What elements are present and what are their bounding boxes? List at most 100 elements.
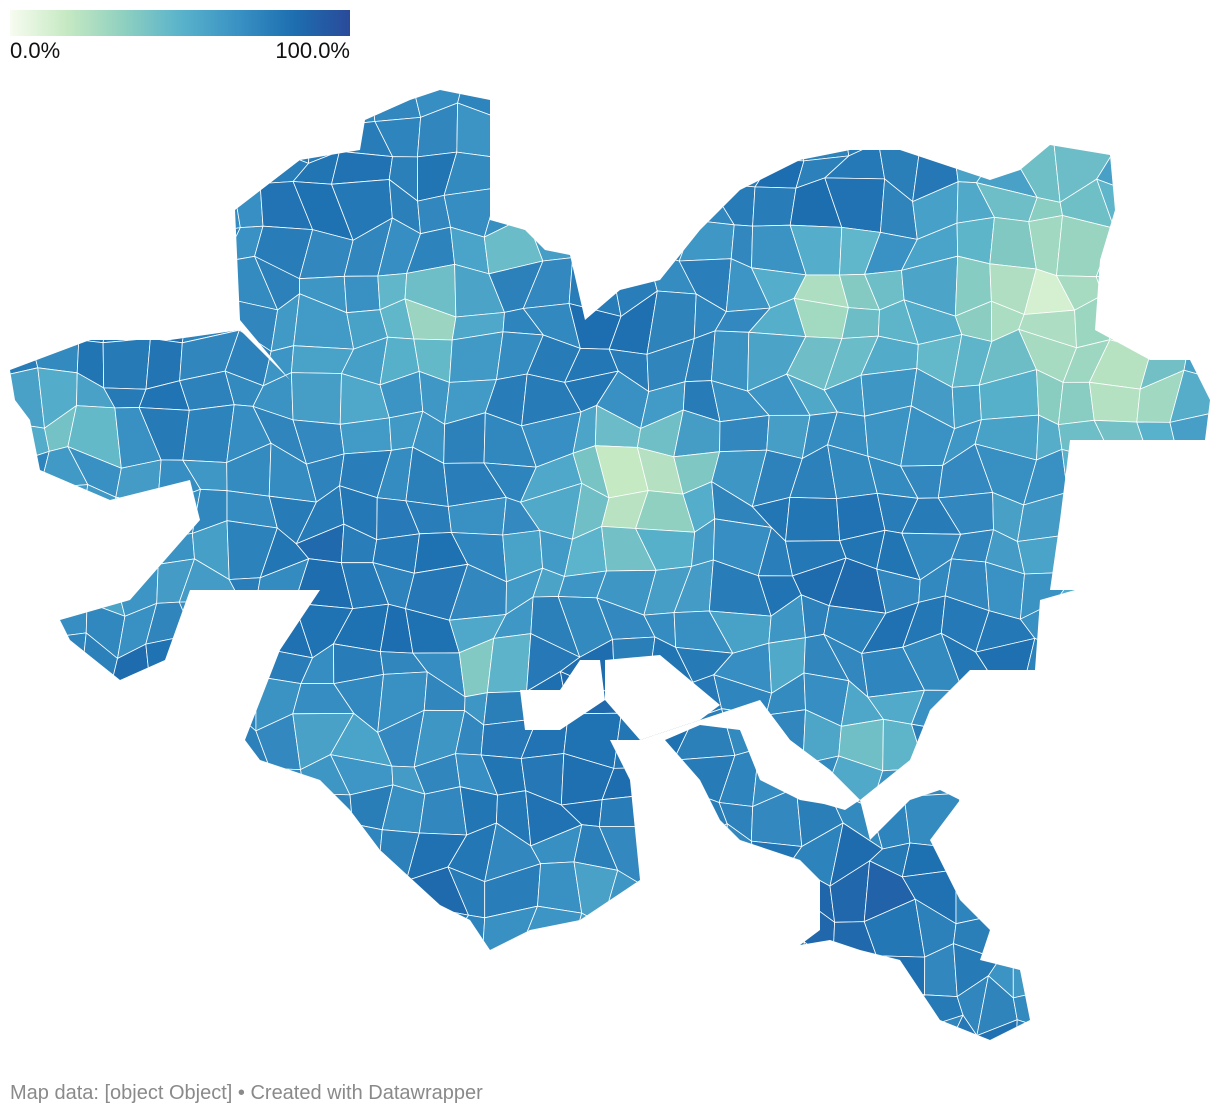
map-region bbox=[222, 90, 273, 128]
footer-credit: Map data: [object Object] • Created with… bbox=[10, 1082, 483, 1104]
map-region bbox=[1168, 100, 1210, 166]
map-region bbox=[1182, 0, 1218, 30]
map-region bbox=[714, 90, 769, 126]
map-region bbox=[1098, 564, 1146, 608]
map-region bbox=[9, 1054, 38, 1070]
map-region bbox=[1202, 443, 1210, 498]
map-region bbox=[792, 118, 850, 162]
map-region bbox=[523, 976, 573, 1039]
map-region bbox=[793, 33, 831, 84]
map-region bbox=[1091, 677, 1148, 728]
map-region bbox=[1137, 101, 1190, 151]
map-region bbox=[597, 31, 642, 89]
map-region bbox=[641, 863, 693, 921]
map-region bbox=[983, 0, 1023, 39]
map-region bbox=[792, 90, 844, 124]
map-region bbox=[107, 252, 162, 308]
map-region bbox=[189, 953, 230, 991]
map-region bbox=[188, 746, 236, 810]
map-region bbox=[754, 159, 805, 189]
map-region bbox=[370, 0, 425, 46]
map-region bbox=[498, 117, 527, 159]
map-region bbox=[220, 953, 261, 991]
map-region bbox=[1167, 567, 1210, 613]
map-region bbox=[226, 638, 273, 681]
map-region bbox=[258, 112, 312, 164]
map-region bbox=[1062, 0, 1107, 43]
map-region bbox=[1061, 448, 1116, 493]
map-region bbox=[256, 831, 318, 886]
map-region bbox=[709, 1024, 770, 1040]
map-region bbox=[938, 1014, 998, 1040]
map-region bbox=[310, 1057, 350, 1071]
map-region bbox=[29, 885, 83, 917]
map-region bbox=[1202, 495, 1210, 544]
map-region bbox=[640, 1053, 679, 1070]
color-legend: 0.0% 100.0% bbox=[10, 10, 350, 64]
map-region bbox=[557, 122, 618, 153]
map-region bbox=[919, 106, 958, 153]
map-region bbox=[594, 1028, 658, 1040]
map-region bbox=[10, 754, 47, 793]
map-region bbox=[521, 1023, 573, 1040]
map-region bbox=[406, 945, 456, 991]
map-region bbox=[787, 995, 833, 1034]
map-region bbox=[346, 0, 388, 43]
map-region bbox=[1053, 682, 1094, 729]
map-region bbox=[1138, 673, 1184, 727]
map-region bbox=[1171, 769, 1210, 806]
map-region bbox=[106, 712, 164, 754]
map-region bbox=[671, 1017, 724, 1040]
legend-labels: 0.0% 100.0% bbox=[10, 38, 350, 64]
map-region bbox=[70, 100, 128, 154]
map-region bbox=[114, 905, 165, 947]
map-region bbox=[719, 1056, 761, 1071]
map-region bbox=[518, 142, 563, 196]
map-region bbox=[10, 90, 32, 112]
map-region bbox=[149, 90, 199, 126]
map-region bbox=[25, 1054, 82, 1070]
map-region bbox=[749, 863, 805, 908]
map-region bbox=[154, 252, 194, 303]
map-region bbox=[256, 980, 318, 1035]
map-region bbox=[109, 832, 148, 874]
map-region bbox=[944, 25, 995, 66]
map-region bbox=[176, 634, 240, 681]
map-region bbox=[1205, 259, 1210, 316]
map-region bbox=[1127, 1052, 1185, 1070]
map-region bbox=[1208, 90, 1210, 122]
map-region bbox=[255, 90, 312, 128]
map-region bbox=[1130, 794, 1177, 836]
map-region bbox=[189, 900, 242, 961]
map-region bbox=[450, 0, 505, 40]
map-region bbox=[866, 987, 926, 1037]
legend-gradient-bar bbox=[10, 10, 350, 36]
map-region bbox=[976, 1054, 1029, 1070]
map-region bbox=[177, 159, 237, 193]
map-region bbox=[178, 600, 241, 640]
map-region bbox=[26, 560, 88, 620]
map-region bbox=[126, 90, 153, 112]
map-region bbox=[10, 482, 41, 543]
map-region bbox=[556, 1029, 616, 1040]
map-region bbox=[69, 752, 110, 804]
map-region bbox=[343, 941, 385, 997]
map-region bbox=[1143, 252, 1186, 309]
map-region bbox=[976, 1019, 1018, 1040]
map-region bbox=[369, 43, 412, 66]
map-region bbox=[988, 721, 1029, 760]
map-region bbox=[940, 1064, 997, 1070]
map-region bbox=[1089, 90, 1144, 126]
map-region bbox=[723, 872, 761, 908]
map-region bbox=[309, 1018, 356, 1040]
map-region bbox=[186, 227, 241, 263]
map-region bbox=[140, 988, 199, 1031]
map-region bbox=[714, 107, 774, 161]
map-region bbox=[75, 940, 124, 995]
map-region bbox=[943, 90, 996, 108]
map-region bbox=[37, 632, 87, 695]
map-region bbox=[194, 717, 242, 763]
map-region bbox=[81, 872, 127, 914]
map-region bbox=[1130, 756, 1177, 805]
map-region bbox=[482, 949, 544, 997]
